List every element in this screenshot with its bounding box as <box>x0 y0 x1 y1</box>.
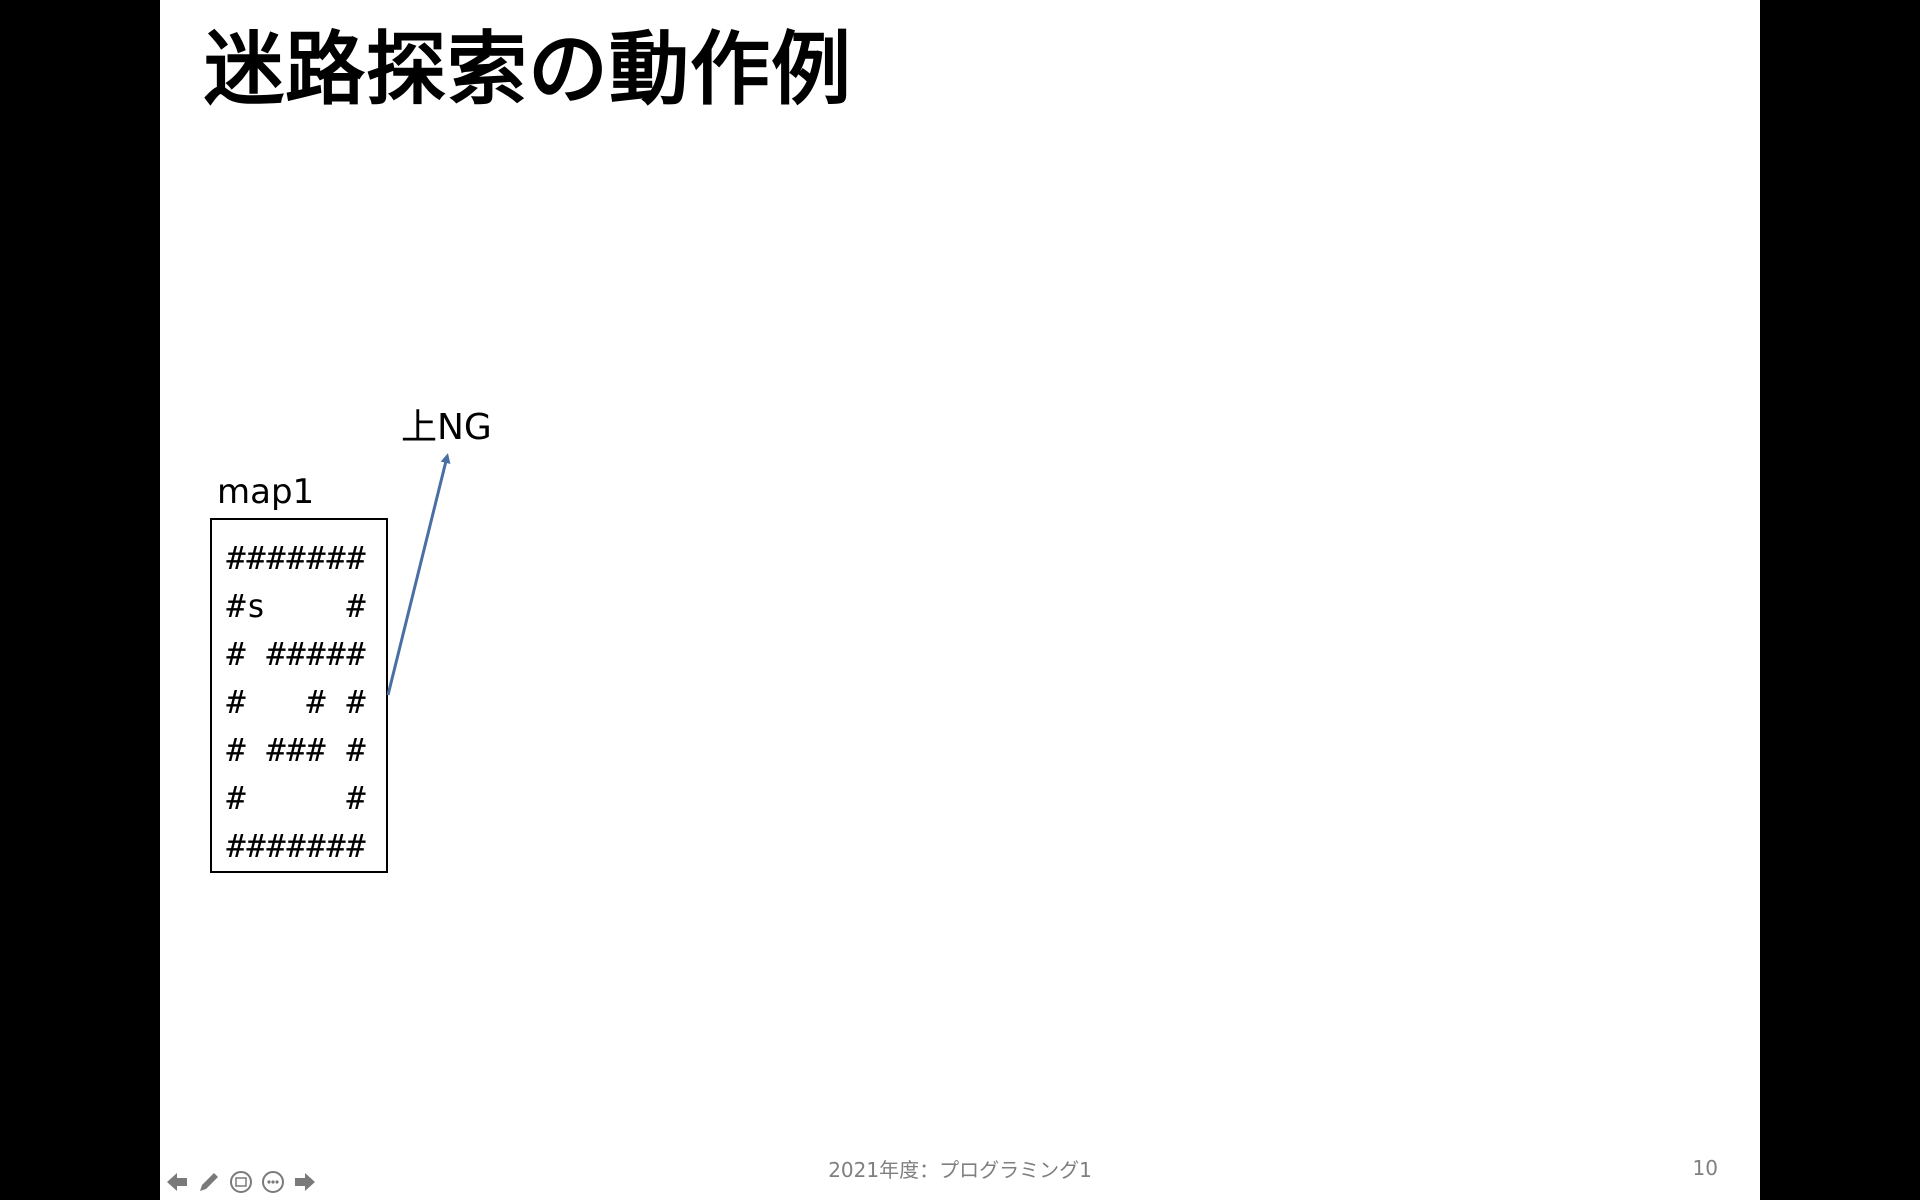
maze-wall-cell: # <box>346 587 366 625</box>
maze-wall-cell: # <box>246 827 266 865</box>
maze-row: # # # <box>226 678 376 726</box>
maze-row: # # <box>226 774 376 822</box>
maze-wall-cell: # <box>266 539 286 577</box>
maze-path-cell <box>286 774 306 822</box>
maze-wall-cell: # <box>346 827 366 865</box>
maze-path-cell <box>326 582 346 630</box>
maze-wall-cell: # <box>306 827 326 865</box>
maze-path-cell <box>306 582 326 630</box>
page-number: 10 <box>1692 1156 1718 1180</box>
footer-course: 2021年度：プログラミング1 <box>828 1158 1092 1182</box>
maze-wall-cell: # <box>326 635 346 673</box>
maze-wall-cell: # <box>226 731 246 769</box>
maze-path-cell <box>286 678 306 726</box>
maze-path-cell <box>326 678 346 726</box>
maze-path-cell <box>246 678 266 726</box>
maze-row: ####### <box>226 534 376 582</box>
maze-wall-cell: # <box>226 827 246 865</box>
maze-wall-cell: # <box>346 779 366 817</box>
maze-row: #s # <box>226 582 376 630</box>
arrow-left-icon[interactable] <box>164 1169 190 1195</box>
maze-wall-cell: # <box>306 635 326 673</box>
arrow-line <box>386 453 451 696</box>
maze-wall-cell: # <box>226 779 246 817</box>
maze-wall-cell: # <box>346 539 366 577</box>
maze-grid: ####### #s # # ##### # # # # ### # # # ####### <box>226 534 376 870</box>
slide-title: 迷路探索の動作例 <box>204 23 852 116</box>
presentation-toolbar <box>164 1167 318 1197</box>
maze-map-box: ####### #s # # ##### # # # # ### # # # ####### <box>210 518 388 873</box>
maze-path-cell <box>246 630 266 678</box>
maze-wall-cell: # <box>226 539 246 577</box>
maze-wall-cell: # <box>266 635 286 673</box>
maze-wall-cell: # <box>226 683 246 721</box>
maze-path-cell <box>286 582 306 630</box>
maze-path-cell <box>326 726 346 774</box>
maze-wall-cell: # <box>326 539 346 577</box>
slide: 迷路探索の動作例 map1 ####### #s # # ##### # # # # #… <box>160 0 1760 1200</box>
arrow-right-icon[interactable] <box>292 1169 318 1195</box>
maze-row: ####### <box>226 822 376 870</box>
maze-wall-cell: # <box>226 587 246 625</box>
maze-wall-cell: # <box>286 731 306 769</box>
maze-wall-cell: # <box>286 539 306 577</box>
pen-icon[interactable] <box>196 1169 222 1195</box>
maze-path-cell <box>246 726 266 774</box>
maze-path-cell <box>306 774 326 822</box>
maze-row: # ### # <box>226 726 376 774</box>
maze-wall-cell: # <box>346 683 366 721</box>
subtitles-icon[interactable] <box>228 1169 254 1195</box>
map-label: map1 <box>217 472 315 512</box>
maze-row: # ##### <box>226 630 376 678</box>
maze-wall-cell: # <box>226 635 246 673</box>
maze-wall-cell: # <box>306 539 326 577</box>
maze-wall-cell: # <box>306 731 326 769</box>
maze-wall-cell: # <box>306 683 326 721</box>
maze-path-cell <box>326 774 346 822</box>
maze-wall-cell: # <box>266 731 286 769</box>
more-icon[interactable] <box>260 1169 286 1195</box>
direction-annotation: 上NG <box>401 407 492 448</box>
maze-start-cell: s <box>246 587 266 625</box>
maze-wall-cell: # <box>286 827 306 865</box>
maze-wall-cell: # <box>346 731 366 769</box>
maze-path-cell <box>266 678 286 726</box>
maze-wall-cell: # <box>326 827 346 865</box>
maze-path-cell <box>266 774 286 822</box>
maze-path-cell <box>266 582 286 630</box>
maze-path-cell <box>246 774 266 822</box>
maze-wall-cell: # <box>266 827 286 865</box>
maze-wall-cell: # <box>286 635 306 673</box>
direction-arrow <box>386 453 451 696</box>
maze-wall-cell: # <box>346 635 366 673</box>
maze-wall-cell: # <box>246 539 266 577</box>
